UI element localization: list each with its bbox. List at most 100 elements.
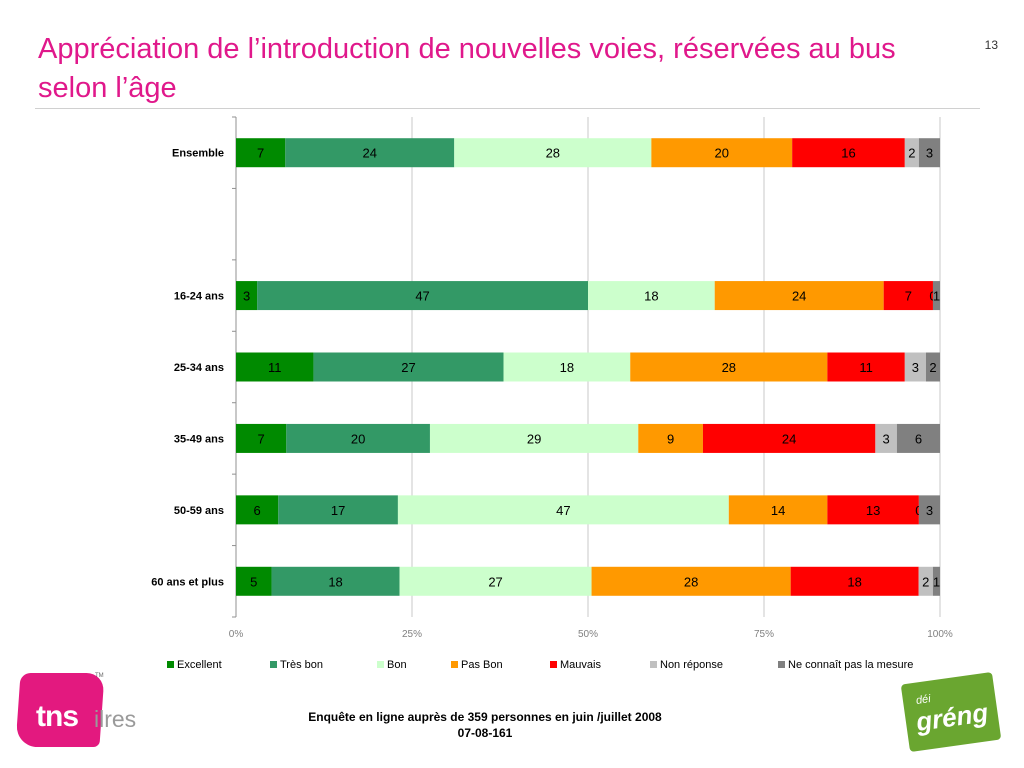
data-label: 17 bbox=[331, 503, 345, 518]
legend-swatch bbox=[377, 661, 384, 668]
data-label: 2 bbox=[929, 360, 936, 375]
data-label: 29 bbox=[527, 431, 541, 446]
legend-label: Excellent bbox=[177, 659, 222, 671]
bar-segment bbox=[904, 352, 926, 382]
category-label: 25-34 ans bbox=[174, 362, 224, 374]
data-label: 27 bbox=[401, 360, 415, 375]
bar-segment bbox=[399, 566, 592, 596]
bar-segment bbox=[588, 281, 715, 311]
legend-label: Très bon bbox=[280, 659, 323, 671]
category-label: 16-24 ans bbox=[174, 291, 224, 303]
bar-segment bbox=[932, 566, 940, 596]
data-label: 24 bbox=[363, 146, 377, 161]
bar-segment bbox=[918, 495, 940, 525]
bar-segment bbox=[728, 495, 828, 525]
data-label: 3 bbox=[912, 360, 919, 375]
data-label: 2 bbox=[908, 146, 915, 161]
page-title: Appréciation de l’introduction de nouvel… bbox=[38, 33, 896, 104]
data-label: 14 bbox=[771, 503, 785, 518]
bar-segment bbox=[638, 423, 703, 453]
bar-segment bbox=[875, 423, 897, 453]
bar-segment bbox=[827, 495, 919, 525]
bar-segment bbox=[651, 138, 793, 168]
data-label: 3 bbox=[883, 431, 890, 446]
bar-segment bbox=[236, 566, 272, 596]
data-label: 1 bbox=[933, 574, 940, 589]
data-label: 18 bbox=[644, 289, 658, 304]
bar-segment bbox=[714, 281, 884, 311]
bar-segment bbox=[630, 352, 828, 382]
bar-segment bbox=[236, 423, 287, 453]
bar-segment bbox=[591, 566, 791, 596]
footer-line-2: 07-08-161 bbox=[457, 726, 513, 740]
bar-segment bbox=[918, 566, 933, 596]
legend-swatch bbox=[167, 661, 174, 668]
bar-segment bbox=[883, 281, 933, 311]
tns-logo-text: tns bbox=[36, 700, 79, 733]
bar-segment bbox=[257, 281, 588, 311]
legend-swatch bbox=[550, 661, 557, 668]
category-label: 35-49 ans bbox=[174, 433, 224, 445]
bar-segment bbox=[236, 281, 258, 311]
x-tick-label: 75% bbox=[754, 629, 774, 640]
data-label: 7 bbox=[257, 146, 264, 161]
data-label: 3 bbox=[243, 289, 250, 304]
bar-segment bbox=[236, 495, 279, 525]
tns-logo-suffix: ilres bbox=[94, 706, 137, 732]
bar-segment bbox=[397, 495, 729, 525]
legend-swatch bbox=[778, 661, 785, 668]
data-label: 28 bbox=[546, 146, 560, 161]
data-label: 24 bbox=[792, 289, 806, 304]
bar-segment bbox=[827, 352, 905, 382]
bar-segment bbox=[896, 423, 940, 453]
category-label: Ensemble bbox=[172, 148, 224, 160]
data-label: 1 bbox=[933, 289, 940, 304]
chart-axis bbox=[232, 116, 237, 618]
category-label: 50-59 ans bbox=[174, 505, 224, 517]
data-label: 20 bbox=[715, 146, 729, 161]
bar-segment bbox=[918, 138, 940, 168]
data-label: 5 bbox=[250, 574, 257, 589]
data-label: 9 bbox=[667, 431, 674, 446]
bar-segment bbox=[904, 138, 919, 168]
bar-segment bbox=[286, 423, 430, 453]
bar-segment bbox=[925, 352, 940, 382]
data-label: 18 bbox=[560, 360, 574, 375]
chart-bars: 7242820162334718247011127182811327202992… bbox=[236, 138, 940, 596]
category-label: 60 ans et plus bbox=[151, 576, 224, 588]
data-label: 11 bbox=[859, 360, 873, 375]
data-label: 20 bbox=[351, 431, 365, 446]
legend-swatch bbox=[650, 661, 657, 668]
tns-trademark: TM bbox=[95, 673, 104, 679]
data-label: 13 bbox=[866, 503, 880, 518]
bar-segment bbox=[278, 495, 398, 525]
x-tick-label: 25% bbox=[402, 629, 422, 640]
data-label: 3 bbox=[926, 146, 933, 161]
data-label: 47 bbox=[556, 503, 570, 518]
bar-segment bbox=[313, 352, 504, 382]
x-tick-label: 0% bbox=[229, 629, 244, 640]
data-label: 7 bbox=[905, 289, 912, 304]
chart-tick-labels: 0% 25% 50% 75% 100% bbox=[229, 629, 953, 640]
legend-label: Bon bbox=[387, 659, 407, 671]
data-label: 6 bbox=[254, 503, 261, 518]
data-label: 18 bbox=[847, 574, 861, 589]
title-divider bbox=[35, 108, 980, 109]
data-label: 11 bbox=[268, 360, 282, 375]
legend-swatch bbox=[451, 661, 458, 668]
data-label: 3 bbox=[926, 503, 933, 518]
data-label: 6 bbox=[915, 431, 922, 446]
bar-segment bbox=[702, 423, 876, 453]
data-label: 7 bbox=[258, 431, 265, 446]
bar-segment bbox=[271, 566, 400, 596]
legend-label: Non réponse bbox=[660, 659, 723, 671]
legend-label: Pas Bon bbox=[461, 659, 503, 671]
bar-segment bbox=[236, 352, 314, 382]
x-tick-label: 50% bbox=[578, 629, 598, 640]
data-label: 18 bbox=[328, 574, 342, 589]
data-label: 47 bbox=[415, 289, 429, 304]
chart-category-labels: Ensemble 16-24 ans 25-34 ans 35-49 ans 50-59… bbox=[151, 148, 224, 589]
legend-label: Mauvais bbox=[560, 659, 601, 671]
bar-segment bbox=[236, 138, 286, 168]
